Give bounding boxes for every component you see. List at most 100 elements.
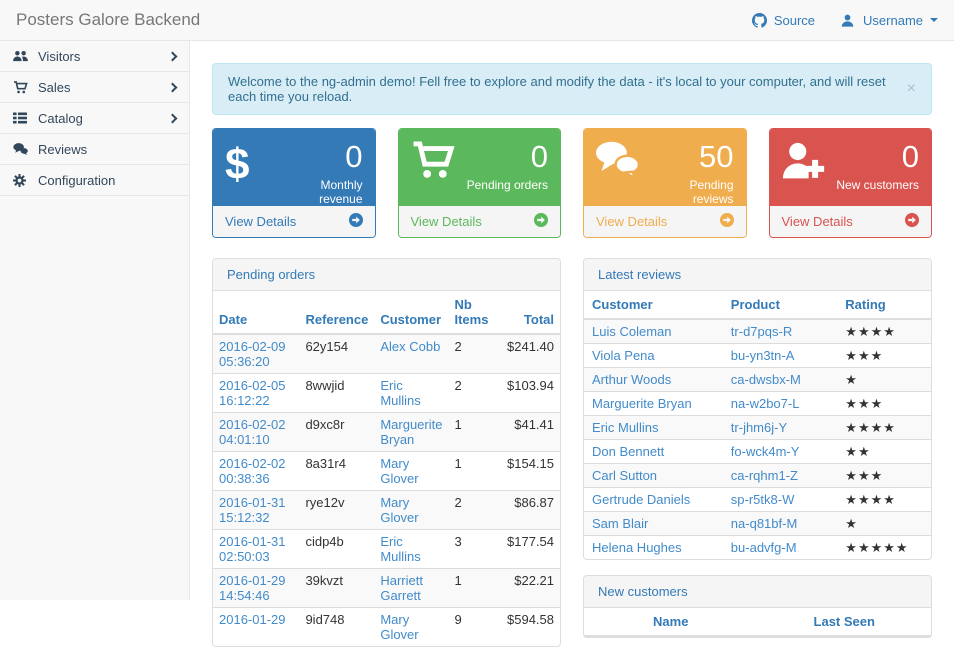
order-customer-link[interactable]: Marguerite Bryan bbox=[380, 417, 442, 447]
rating-stars: ★★★ bbox=[845, 396, 883, 411]
sidebar-item-reviews[interactable]: Reviews bbox=[0, 134, 189, 165]
review-product-link[interactable]: fo-wck4m-Y bbox=[731, 444, 800, 459]
arrow-circle-right-icon bbox=[349, 213, 363, 230]
review-row: Helena Hughes bu-advfg-M ★★★★★ bbox=[584, 536, 931, 560]
order-reference: 8wwjid bbox=[299, 374, 374, 413]
review-row: Arthur Woods ca-dwsbx-M ★ bbox=[584, 368, 931, 392]
card-pending-orders-head: 0 Pending orders bbox=[399, 129, 561, 205]
new-customers-panel: New customers Name Last Seen bbox=[583, 575, 932, 638]
latest-reviews-title: Latest reviews bbox=[584, 259, 931, 291]
order-total: $177.54 bbox=[494, 530, 560, 569]
review-customer-link[interactable]: Luis Coleman bbox=[592, 324, 672, 339]
order-total: $241.40 bbox=[494, 334, 560, 374]
review-product-link[interactable]: bu-yn3tn-A bbox=[731, 348, 795, 363]
caret-down-icon bbox=[930, 18, 938, 22]
order-nb-items: 3 bbox=[448, 530, 494, 569]
sidebar-item-visitors[interactable]: Visitors bbox=[0, 41, 189, 72]
orders-header-date[interactable]: Date bbox=[213, 291, 299, 334]
review-customer-link[interactable]: Viola Pena bbox=[592, 348, 655, 363]
order-reference: d9xc8r bbox=[299, 413, 374, 452]
orders-header-customer[interactable]: Customer bbox=[374, 291, 448, 334]
reviews-header-rating[interactable]: Rating bbox=[837, 291, 931, 319]
orders-header-reference[interactable]: Reference bbox=[299, 291, 374, 334]
order-reference: rye12v bbox=[299, 491, 374, 530]
card-value: 0 bbox=[834, 141, 920, 174]
close-icon[interactable]: × bbox=[897, 81, 916, 97]
review-customer-link[interactable]: Don Bennett bbox=[592, 444, 664, 459]
order-date-link[interactable]: 2016-01-29 bbox=[219, 612, 293, 627]
sidebar-item-label: Visitors bbox=[38, 49, 80, 64]
sidebar-item-configuration[interactable]: Configuration bbox=[0, 165, 189, 196]
review-customer-link[interactable]: Helena Hughes bbox=[592, 540, 682, 555]
user-plus-icon bbox=[782, 141, 834, 181]
rating-stars: ★★★ bbox=[845, 348, 883, 363]
review-customer-link[interactable]: Gertrude Daniels bbox=[592, 492, 690, 507]
review-customer-link[interactable]: Eric Mullins bbox=[592, 420, 658, 435]
source-label: Source bbox=[774, 13, 815, 28]
view-details-monthly-revenue[interactable]: View Details bbox=[213, 205, 375, 237]
order-customer-link[interactable]: Alex Cobb bbox=[380, 339, 440, 354]
rating-stars: ★★★ bbox=[845, 468, 883, 483]
sidebar-item-catalog[interactable]: Catalog bbox=[0, 103, 189, 134]
review-product-link[interactable]: na-q81bf-M bbox=[731, 516, 797, 531]
dollar-icon: $ bbox=[225, 141, 277, 189]
order-customer-link[interactable]: Mary Glover bbox=[380, 612, 418, 642]
order-customer-link[interactable]: Mary Glover bbox=[380, 456, 418, 486]
reviews-header-customer[interactable]: Customer bbox=[584, 291, 723, 319]
card-new-customers-head: 0 New customers bbox=[770, 129, 932, 205]
rating-stars: ★★★★ bbox=[845, 420, 896, 435]
new-customers-header-name[interactable]: Name bbox=[584, 608, 758, 636]
sidebar-item-label: Catalog bbox=[38, 111, 83, 126]
review-product-link[interactable]: ca-dwsbx-M bbox=[731, 372, 801, 387]
rating-stars: ★ bbox=[845, 516, 858, 531]
order-customer-link[interactable]: Mary Glover bbox=[380, 495, 418, 525]
card-pending-reviews-head: 50 Pending reviews bbox=[584, 129, 746, 205]
review-product-link[interactable]: bu-advfg-M bbox=[731, 540, 797, 555]
order-customer-link[interactable]: Harriett Garrett bbox=[380, 573, 423, 603]
card-monthly-revenue-head: $ 0 Monthly revenue bbox=[213, 129, 375, 205]
new-customers-header-last-seen[interactable]: Last Seen bbox=[758, 608, 932, 636]
review-product-link[interactable]: ca-rqhm1-Z bbox=[731, 468, 798, 483]
review-customer-link[interactable]: Carl Sutton bbox=[592, 468, 657, 483]
review-customer-link[interactable]: Sam Blair bbox=[592, 516, 648, 531]
view-details-new-customers[interactable]: View Details bbox=[770, 205, 932, 237]
orders-header-total[interactable]: Total bbox=[494, 291, 560, 334]
order-customer-link[interactable]: Eric Mullins bbox=[380, 378, 420, 408]
top-navbar: Posters Galore Backend Source Username bbox=[0, 0, 954, 41]
sidebar-item-sales[interactable]: Sales bbox=[0, 72, 189, 103]
view-details-pending-reviews[interactable]: View Details bbox=[584, 205, 746, 237]
view-details-pending-orders[interactable]: View Details bbox=[399, 205, 561, 237]
view-details-label: View Details bbox=[596, 214, 667, 229]
rating-stars: ★★ bbox=[845, 444, 870, 459]
review-customer-link[interactable]: Arthur Woods bbox=[592, 372, 671, 387]
review-product-link[interactable]: tr-d7pqs-R bbox=[731, 324, 792, 339]
review-customer-link[interactable]: Marguerite Bryan bbox=[592, 396, 692, 411]
order-customer-link[interactable]: Eric Mullins bbox=[380, 534, 420, 564]
reviews-header-product[interactable]: Product bbox=[723, 291, 838, 319]
order-reference: 39kvzt bbox=[299, 569, 374, 608]
rating-stars: ★★★★ bbox=[845, 492, 896, 507]
source-link[interactable]: Source bbox=[752, 13, 815, 28]
user-menu[interactable]: Username bbox=[841, 13, 938, 28]
chevron-right-icon bbox=[168, 51, 178, 61]
welcome-alert-text: Welcome to the ng-admin demo! Fell free … bbox=[228, 74, 897, 104]
review-product-link[interactable]: sp-r5tk8-W bbox=[731, 492, 795, 507]
orders-header-nb-items[interactable]: Nb Items bbox=[448, 291, 494, 334]
app-title[interactable]: Posters Galore Backend bbox=[16, 10, 200, 30]
review-product-link[interactable]: tr-jhm6j-Y bbox=[731, 420, 787, 435]
order-total: $154.15 bbox=[494, 452, 560, 491]
order-reference: cidp4b bbox=[299, 530, 374, 569]
review-product-link[interactable]: na-w2bo7-L bbox=[731, 396, 800, 411]
review-row: Eric Mullins tr-jhm6j-Y ★★★★ bbox=[584, 416, 931, 440]
view-details-label: View Details bbox=[411, 214, 482, 229]
